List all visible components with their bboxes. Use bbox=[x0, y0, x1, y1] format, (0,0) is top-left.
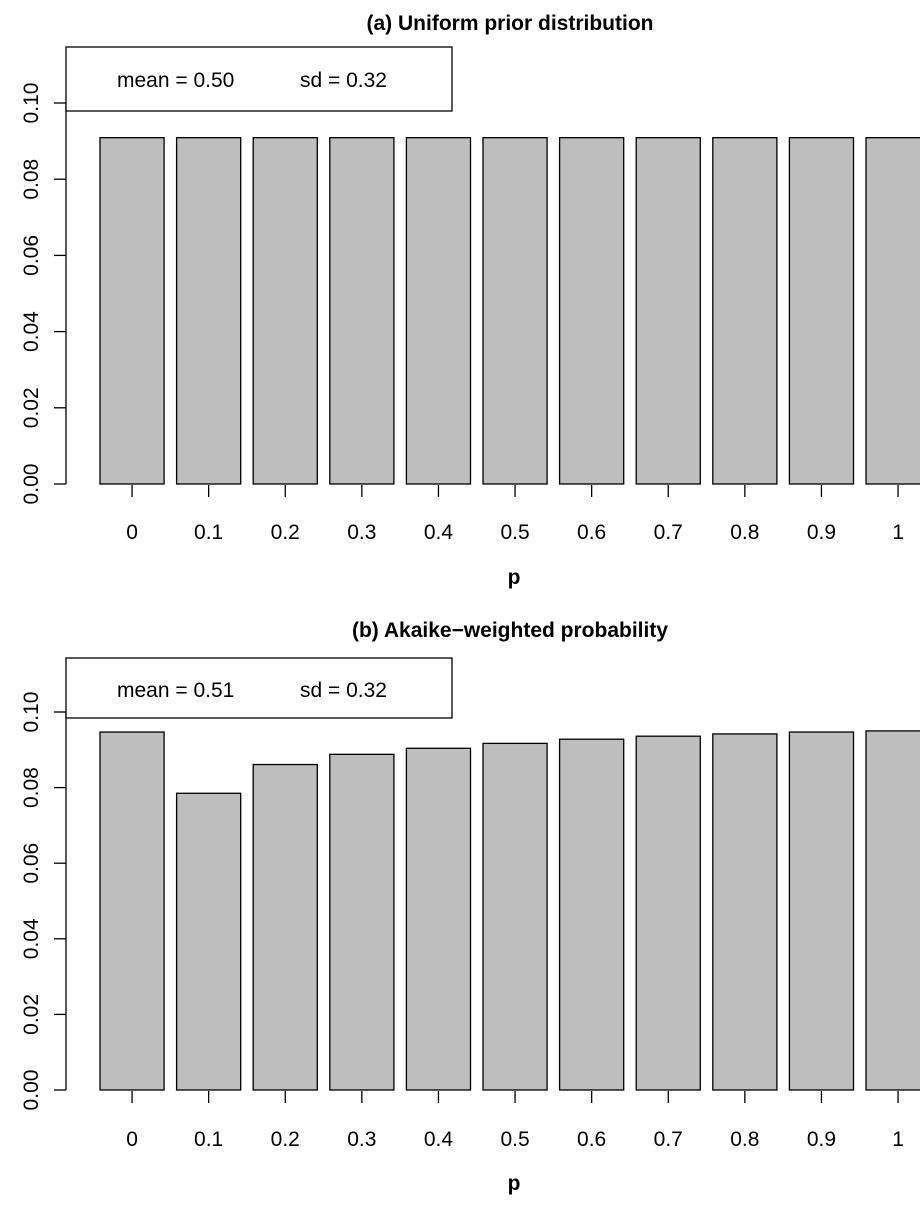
x-tick-label: 0.8 bbox=[730, 521, 759, 544]
x-tick-label: 0.5 bbox=[500, 521, 529, 544]
bar-0.9 bbox=[788, 731, 855, 1091]
x-tick-label: 0.1 bbox=[194, 521, 223, 544]
bar-0.6 bbox=[558, 137, 625, 485]
panel-b: (b) Akaike−weighted probability 0.00 0.02… bbox=[20, 619, 920, 1195]
x-tick-label: 1 bbox=[892, 521, 904, 544]
x-tick-label: 0.2 bbox=[271, 1128, 300, 1151]
bar-0.4 bbox=[405, 137, 472, 485]
chart-title: (b) Akaike−weighted probability bbox=[352, 619, 668, 642]
y-tick-label: 0.08 bbox=[20, 767, 43, 808]
y-tick-label: 0.06 bbox=[20, 235, 43, 276]
bar-0.2 bbox=[252, 763, 318, 1091]
y-tick-label: 0.00 bbox=[20, 464, 43, 505]
bar-1 bbox=[865, 137, 920, 485]
x-tick-label: 0.7 bbox=[654, 1128, 683, 1151]
y-tick-label: 0.10 bbox=[20, 692, 43, 733]
bar-0.7 bbox=[635, 735, 701, 1091]
legend-box bbox=[65, 657, 453, 719]
x-axis-label: p bbox=[508, 1172, 521, 1195]
chart-title: (a) Uniform prior distribution bbox=[367, 12, 654, 35]
y-axis: 0.00 0.02 0.04 0.06 0.08 0.10 bbox=[20, 692, 67, 1111]
x-axis: 0 0.1 0.2 0.3 0.4 0.5 0.6 0.7 0.8 0.9 1 bbox=[126, 1091, 904, 1151]
legend: mean = 0.51 sd = 0.32 bbox=[65, 657, 453, 719]
bar-0.3 bbox=[329, 137, 395, 485]
x-tick-label: 0.4 bbox=[424, 1128, 454, 1151]
bars bbox=[99, 137, 920, 485]
y-axis: 0.00 0.02 0.04 0.06 0.08 0.10 bbox=[20, 83, 67, 505]
legend-box bbox=[65, 46, 453, 112]
y-tick-label: 0.02 bbox=[20, 994, 43, 1035]
bars bbox=[99, 730, 920, 1091]
y-tick-label: 0.00 bbox=[20, 1070, 43, 1111]
y-tick-label: 0.08 bbox=[20, 159, 43, 200]
legend-sd: sd = 0.32 bbox=[300, 679, 387, 702]
legend-sd: sd = 0.32 bbox=[300, 69, 387, 92]
x-tick-label: 0.6 bbox=[577, 521, 606, 544]
x-tick-label: 0.5 bbox=[500, 1128, 529, 1151]
x-tick-label: 0.2 bbox=[271, 521, 300, 544]
x-tick-label: 0.3 bbox=[347, 1128, 376, 1151]
x-tick-label: 0 bbox=[126, 521, 138, 544]
x-axis: 0 0.1 0.2 0.3 0.4 0.5 0.6 0.7 0.8 0.9 1 bbox=[126, 485, 904, 544]
legend: mean = 0.50 sd = 0.32 bbox=[65, 46, 453, 112]
bar-0.9 bbox=[788, 137, 855, 485]
x-axis-label: p bbox=[508, 566, 521, 589]
bar-0.5 bbox=[482, 742, 548, 1091]
y-tick-label: 0.10 bbox=[20, 83, 43, 124]
bar-0.6 bbox=[558, 738, 625, 1091]
bar-0.1 bbox=[175, 137, 242, 485]
x-tick-label: 0.9 bbox=[807, 521, 836, 544]
x-tick-label: 0.9 bbox=[807, 1128, 836, 1151]
y-tick-label: 0.06 bbox=[20, 843, 43, 884]
y-tick-label: 0.02 bbox=[20, 387, 43, 428]
bar-0.1 bbox=[175, 792, 242, 1091]
bar-0.8 bbox=[712, 733, 778, 1091]
bar-0.5 bbox=[482, 137, 548, 485]
x-tick-label: 1 bbox=[892, 1128, 904, 1151]
bar-1 bbox=[865, 730, 920, 1091]
legend-mean: mean = 0.50 bbox=[117, 69, 234, 92]
bar-0.3 bbox=[329, 753, 395, 1091]
x-tick-label: 0.8 bbox=[730, 1128, 759, 1151]
bar-0.8 bbox=[712, 137, 778, 485]
x-tick-label: 0.4 bbox=[424, 521, 454, 544]
bar-0.7 bbox=[635, 137, 701, 485]
x-tick-label: 0.1 bbox=[194, 1128, 223, 1151]
bar-0 bbox=[99, 137, 165, 485]
y-tick-label: 0.04 bbox=[20, 918, 43, 959]
x-tick-label: 0.7 bbox=[654, 521, 683, 544]
panel-a: (a) Uniform prior distribution 0.000.020… bbox=[20, 12, 920, 589]
bar-0.4 bbox=[405, 747, 472, 1091]
bar-0 bbox=[99, 731, 165, 1091]
x-tick-label: 0 bbox=[126, 1128, 138, 1151]
x-tick-label: 0.6 bbox=[577, 1128, 606, 1151]
bar-0.2 bbox=[252, 137, 318, 485]
legend-mean: mean = 0.51 bbox=[117, 679, 234, 702]
y-tick-label: 0.04 bbox=[20, 311, 43, 352]
x-tick-label: 0.3 bbox=[347, 521, 376, 544]
